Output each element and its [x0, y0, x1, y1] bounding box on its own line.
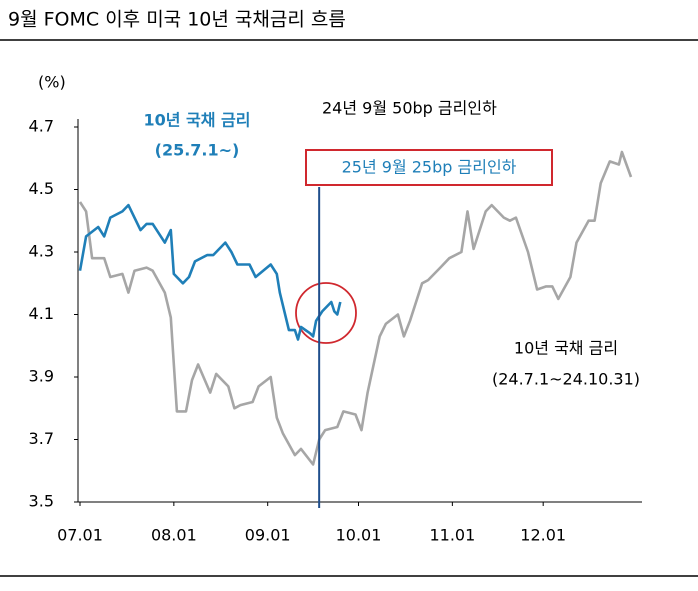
y-tick-label: 3.5 — [29, 492, 54, 511]
series-line — [78, 150, 633, 466]
x-tick-label: 12.01 — [520, 526, 566, 545]
highlight-circle — [295, 282, 357, 344]
series-period: (25.7.1~) — [155, 141, 240, 160]
chart-title: 9월 FOMC 이후 미국 10년 국채금리 흐름 — [8, 9, 346, 31]
y-tick-label: 4.5 — [29, 179, 54, 198]
y-tick-label: 3.7 — [29, 429, 54, 448]
y-tick-label: 4.7 — [29, 117, 54, 136]
series-line — [78, 203, 342, 341]
series-label: 10년 국채 금리 — [514, 339, 618, 358]
x-tick-label: 07.01 — [57, 526, 103, 545]
y-tick-label: 4.3 — [29, 242, 54, 261]
annotation: 24년 9월 50bp 금리인하 — [322, 99, 497, 118]
y-unit: (%) — [38, 73, 66, 92]
x-tick-label: 11.01 — [429, 526, 475, 545]
annotation: 25년 9월 25bp 금리인하 — [342, 158, 517, 177]
series-label: 10년 국채 금리 — [143, 111, 250, 130]
x-tick-label: 09.01 — [245, 526, 291, 545]
series-period: (24.7.1~24.10.31) — [492, 370, 640, 389]
y-tick-label: 3.9 — [29, 367, 54, 386]
x-tick-label: 10.01 — [336, 526, 382, 545]
annotation-box — [305, 149, 553, 186]
y-tick-label: 4.1 — [29, 304, 54, 323]
x-tick-label: 08.01 — [151, 526, 197, 545]
